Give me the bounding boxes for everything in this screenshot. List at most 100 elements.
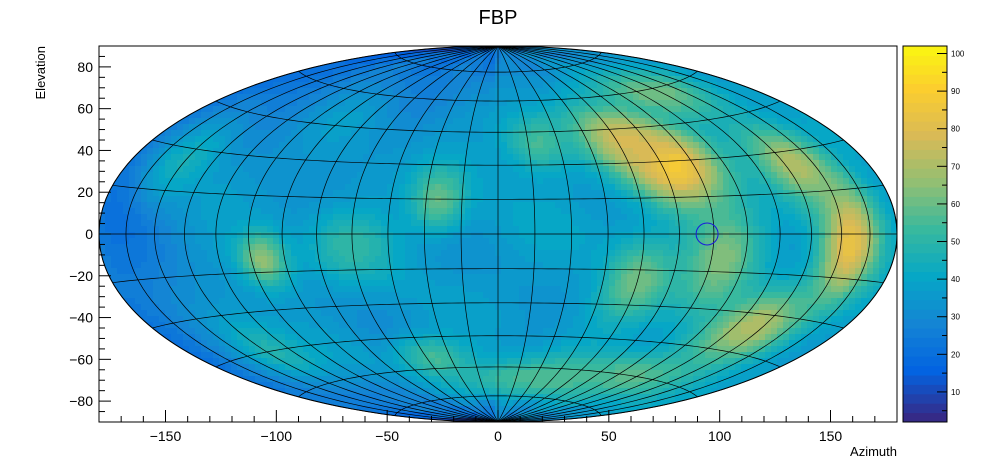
heatmap-cell <box>267 136 274 143</box>
heatmap-cell <box>645 226 652 233</box>
heatmap-cell <box>657 190 664 197</box>
heatmap-cell <box>471 82 478 89</box>
heatmap-cell <box>777 196 784 203</box>
heatmap-cell <box>663 298 670 305</box>
heatmap-cell <box>561 46 568 53</box>
heatmap-cell <box>363 244 370 251</box>
heatmap-cell <box>135 154 142 161</box>
heatmap-cell <box>813 262 820 269</box>
heatmap-cell <box>147 142 154 149</box>
heatmap-cell <box>411 286 418 293</box>
heatmap-cell <box>369 250 376 257</box>
heatmap-cell <box>621 268 628 275</box>
heatmap-cell <box>849 244 856 251</box>
heatmap-cell <box>399 238 406 245</box>
heatmap-cell <box>471 220 478 227</box>
heatmap-cell <box>309 160 316 167</box>
heatmap-cell <box>123 292 130 299</box>
heatmap-cell <box>531 106 538 113</box>
heatmap-cell <box>207 166 214 173</box>
heatmap-cell <box>579 112 586 119</box>
heatmap-cell <box>519 106 526 113</box>
heatmap-cell <box>573 70 580 77</box>
heatmap-cell <box>321 298 328 305</box>
heatmap-cell <box>309 274 316 281</box>
heatmap-cell <box>279 76 286 83</box>
heatmap-cell <box>303 292 310 299</box>
heatmap-cell <box>135 190 142 197</box>
heatmap-cell <box>315 64 322 71</box>
heatmap-cell <box>423 118 430 125</box>
heatmap-cell <box>303 208 310 215</box>
heatmap-cell <box>735 220 742 227</box>
heatmap-cell <box>615 208 622 215</box>
heatmap-cell <box>687 244 694 251</box>
heatmap-cell <box>315 280 322 287</box>
heatmap-cell <box>357 226 364 233</box>
heatmap-cell <box>219 100 226 107</box>
heatmap-cell <box>783 154 790 161</box>
heatmap-cell <box>507 268 514 275</box>
heatmap-cell <box>453 298 460 305</box>
heatmap-cell <box>615 286 622 293</box>
heatmap-cell <box>855 208 862 215</box>
heatmap-cell <box>339 184 346 191</box>
heatmap-cell <box>621 172 628 179</box>
heatmap-cell <box>141 280 148 287</box>
heatmap-cell <box>879 202 886 209</box>
heatmap-cell <box>231 118 238 125</box>
heatmap-cell <box>801 202 808 209</box>
heatmap-cell <box>279 262 286 269</box>
heatmap-cell <box>357 262 364 269</box>
heatmap-cell <box>549 244 556 251</box>
heatmap-cell <box>765 220 772 227</box>
heatmap-cell <box>675 292 682 299</box>
heatmap-cell <box>813 196 820 203</box>
heatmap-cell <box>219 280 226 287</box>
heatmap-cell <box>429 208 436 215</box>
heatmap-cell <box>405 112 412 119</box>
heatmap-cell <box>297 286 304 293</box>
heatmap-cell <box>849 280 856 287</box>
heatmap-cell <box>357 142 364 149</box>
heatmap-cell <box>669 124 676 131</box>
heatmap-cell <box>627 82 634 89</box>
heatmap-cell <box>285 220 292 227</box>
heatmap-cell <box>651 190 658 197</box>
heatmap-cell <box>285 124 292 131</box>
heatmap-cell <box>135 232 142 239</box>
heatmap-cell <box>843 268 850 275</box>
heatmap-cell <box>183 262 190 269</box>
heatmap-cell <box>117 262 124 269</box>
heatmap-cell <box>633 232 640 239</box>
heatmap-cell <box>861 238 868 245</box>
heatmap-cell <box>525 52 532 59</box>
heatmap-cell <box>867 286 874 293</box>
heatmap-cell <box>429 130 436 137</box>
heatmap-cell <box>693 298 700 305</box>
heatmap-cell <box>189 172 196 179</box>
heatmap-cell <box>753 214 760 221</box>
heatmap-cell <box>447 184 454 191</box>
heatmap-cell <box>357 94 364 101</box>
heatmap-cell <box>681 88 688 95</box>
heatmap-cell <box>411 160 418 167</box>
heatmap-cell <box>627 232 634 239</box>
heatmap-cell <box>225 262 232 269</box>
heatmap-cell <box>231 280 238 287</box>
heatmap-cell <box>537 88 544 95</box>
heatmap-cell <box>129 292 136 299</box>
heatmap-cell <box>543 106 550 113</box>
heatmap-cell <box>417 106 424 113</box>
heatmap-cell <box>645 178 652 185</box>
heatmap-cell <box>681 226 688 233</box>
heatmap-cell <box>207 304 214 311</box>
heatmap-cell <box>351 112 358 119</box>
heatmap-cell <box>657 124 664 131</box>
heatmap-cell <box>345 172 352 179</box>
heatmap-cell <box>141 214 148 221</box>
heatmap-cell <box>453 274 460 281</box>
heatmap-cell <box>549 274 556 281</box>
heatmap-cell <box>765 196 772 203</box>
heatmap-cell <box>333 202 340 209</box>
